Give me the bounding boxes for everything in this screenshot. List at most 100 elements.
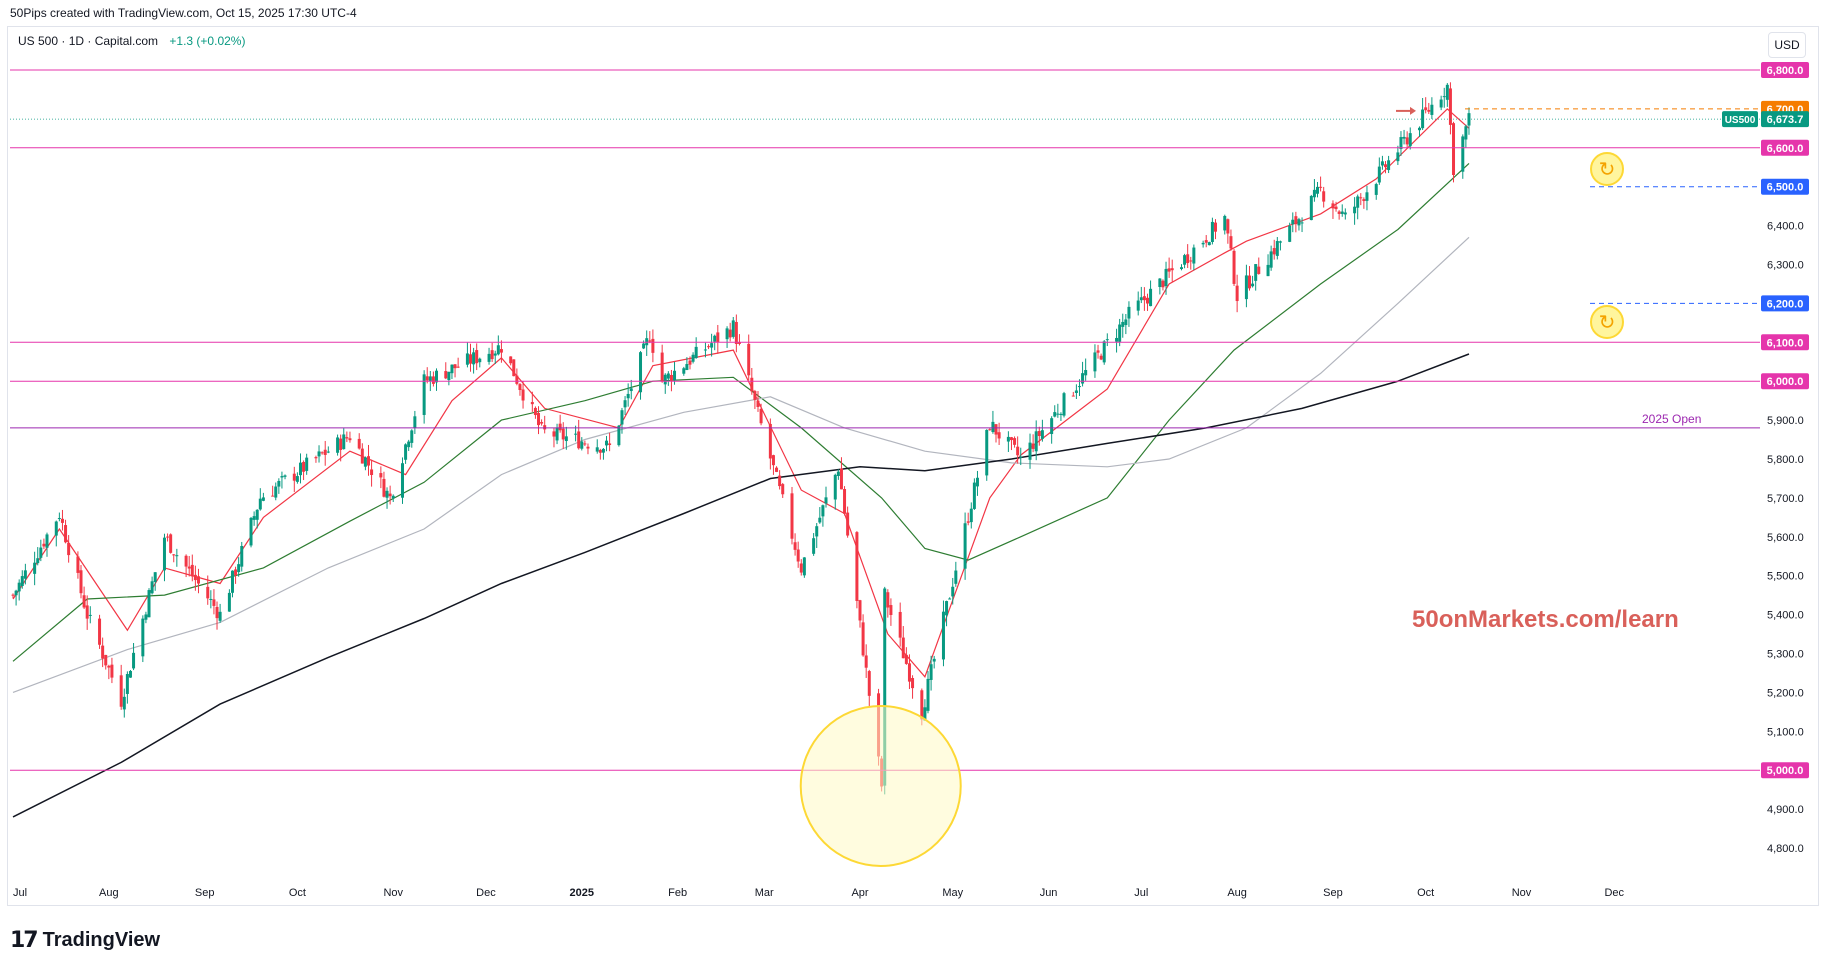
candle-body [1189,260,1193,262]
candle-body [642,343,646,349]
tradingview-logo-icon: 17 [10,928,39,953]
candle-body [162,537,166,571]
candle-body [1009,437,1013,441]
candle-body [1377,166,1381,183]
x-tick-label: Apr [851,887,868,899]
candle-body [790,493,794,539]
candle-body [941,611,945,660]
candle-body [280,476,284,478]
candle-body [1204,240,1208,243]
candle-body [57,518,61,520]
symbol-name[interactable]: US 500 · 1D · Capital.com [18,34,159,48]
candle-body [292,473,296,481]
candle-body [747,343,751,376]
candle-body [11,594,15,596]
candle-body [1040,430,1044,439]
watermark-text: 50onMarkets.com/learn [1412,606,1679,633]
candle-body [533,407,537,416]
candle-body [166,536,170,538]
candle-body [1334,206,1338,210]
candle-body [685,364,689,371]
x-tick-label: Jul [13,887,27,899]
candle-body [518,384,522,391]
candle-body [1081,373,1085,384]
candle-body [623,400,627,408]
candle-body [298,462,302,476]
candle-body [490,350,494,360]
candle-body [407,441,411,448]
candle-body [1244,275,1248,300]
candle-body [991,421,995,433]
candle-body [904,654,908,664]
x-tick-label: Jun [1040,887,1058,899]
candle-body [555,427,559,441]
candle-body [1319,186,1323,188]
candle-body [1340,211,1344,214]
candle-body [1084,370,1088,376]
candle-body [336,437,340,453]
candle-body [954,570,958,584]
candle-body [1442,96,1446,98]
candle-body [1297,219,1301,226]
candle-body [1322,191,1326,202]
candle-body [184,555,188,567]
candle-body [1445,84,1449,100]
candle-body [521,389,525,401]
candle-body [1096,350,1100,353]
price-level-tag [1761,334,1809,351]
candle-body [42,543,46,547]
candle-body [1427,109,1431,112]
candle-body [515,375,519,384]
candle-body [147,590,151,618]
x-tick-label: Jul [1134,887,1148,899]
candle-body [169,534,173,553]
candle-body [237,564,241,573]
candle-body [1430,104,1434,115]
candle-body [707,346,711,348]
candle-body [540,422,544,424]
candle-body [972,482,976,509]
tradingview-logo[interactable]: 17 TradingView [10,928,160,953]
candle-body [215,606,219,619]
candle-body [833,474,837,500]
currency-button[interactable]: USD [1768,32,1806,58]
candle-body [1294,216,1298,225]
candle-body [1213,222,1217,232]
candle-body [818,517,822,523]
candle-body [552,431,556,437]
candle-body [271,495,275,497]
y-tick-label: 5,200.0 [1767,687,1804,699]
candle-body [1421,109,1425,129]
candle-body [750,377,754,392]
candle-body [400,463,404,498]
candle-body [1418,127,1422,131]
candle-body [1062,393,1066,416]
candle-body [886,592,890,608]
x-tick-label: Feb [668,887,687,899]
candle-body [1384,164,1388,168]
candle-body [209,598,213,600]
candle-body [1464,126,1468,140]
last-price-tag [1761,111,1809,128]
refresh-icon[interactable]: ↻ [1590,305,1624,339]
candle-body [605,440,609,446]
refresh-icon[interactable]: ↻ [1590,152,1624,186]
candle-body [496,345,500,355]
x-tick-label: May [942,887,963,899]
symbol-header[interactable]: US 500 · 1D · Capital.com +1.3 (+0.02%) [18,34,245,48]
candle-body [1272,248,1276,255]
candle-body [598,449,602,453]
candle-body [255,509,259,520]
candle-body [1226,219,1230,234]
candle-body [926,678,930,711]
candle-body [1013,438,1017,445]
candle-body [781,484,785,495]
x-tick-label: Nov [383,887,403,899]
candle-body [1448,88,1452,125]
candle-body [187,566,191,569]
price-level-tag-label: 6,600.0 [1767,143,1804,155]
candle-body [258,498,262,510]
candle-body [1071,395,1075,397]
price-level-tag [1761,762,1809,779]
